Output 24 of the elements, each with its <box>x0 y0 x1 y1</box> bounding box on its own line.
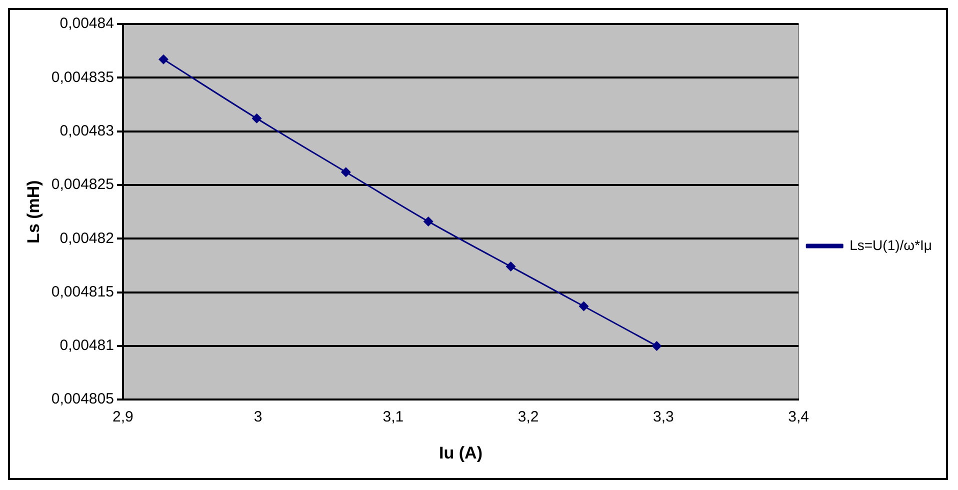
y-tick-label: 0,00483 <box>60 122 114 140</box>
y-tick-label: 0,004815 <box>51 283 114 300</box>
point <box>652 340 662 351</box>
point <box>578 301 589 312</box>
x-tick-label: 3,2 <box>518 408 539 426</box>
y-tick-label: 0,00481 <box>60 337 114 354</box>
x-axis-title: Iu (A) <box>439 443 482 462</box>
x-tick-label: 3,3 <box>653 408 674 426</box>
y-axis-title: Ls (mH) <box>24 180 43 244</box>
x-tick-label: 2,9 <box>112 408 134 426</box>
y-tick-label: 0,004835 <box>51 68 114 86</box>
point <box>340 167 351 178</box>
point <box>158 54 168 64</box>
x-tick-label: 3 <box>254 408 262 426</box>
y-tick-label: 0,00482 <box>60 230 114 247</box>
point <box>252 113 262 124</box>
legend-label: Ls=U(1)/ω*Iμ <box>850 236 932 253</box>
y-tick-label: 0,00484 <box>60 15 114 32</box>
point <box>423 216 434 226</box>
point <box>506 262 516 272</box>
y-tick-label: 0,004825 <box>51 176 114 194</box>
x-tick-label: 3,1 <box>382 408 404 426</box>
y-tick-label: 0,004805 <box>51 390 114 408</box>
x-tick-label: 3,4 <box>788 408 810 426</box>
